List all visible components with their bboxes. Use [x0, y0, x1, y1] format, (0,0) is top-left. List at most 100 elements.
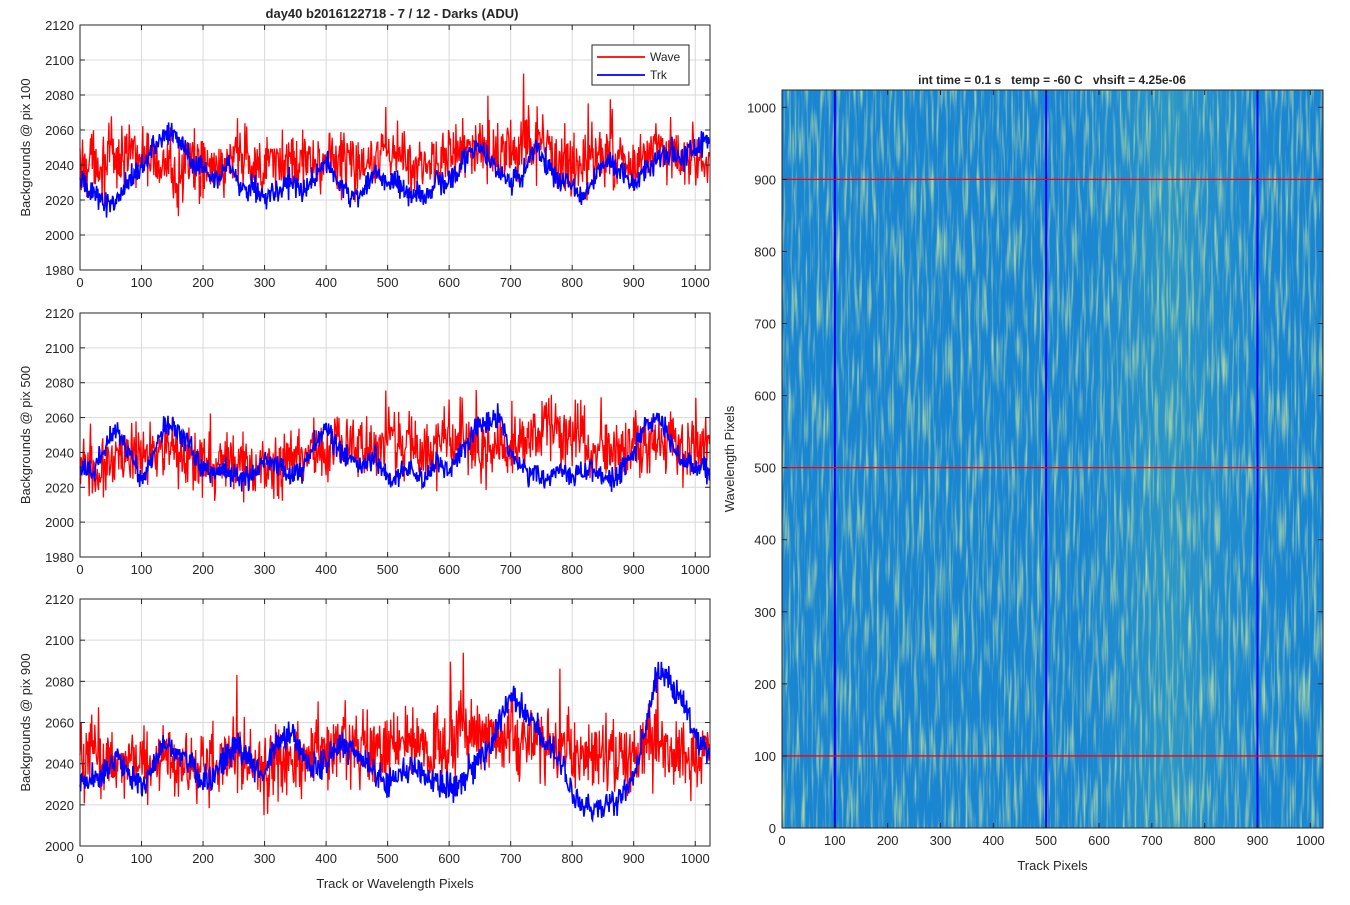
y-tick-label: 2100	[45, 341, 74, 356]
x-tick-label: 500	[377, 275, 399, 290]
x-tick-label: 600	[438, 275, 460, 290]
x-tick-label: 600	[438, 851, 460, 866]
axes-box-pix-500	[79, 312, 711, 558]
y-tick-label: 1980	[45, 263, 74, 278]
series-line-wave	[79, 389, 711, 503]
legend: Wave Trk	[591, 44, 690, 86]
heatmap-ylabel: Wavelength Pixels	[722, 405, 737, 512]
y-tick-label: 300	[754, 605, 776, 620]
x-tick-label: 1000	[1296, 833, 1325, 848]
x-tick-label: 200	[192, 562, 214, 577]
x-tick-label: 200	[877, 833, 899, 848]
x-tick-label: 1000	[681, 275, 710, 290]
figure-title: day40 b2016122718 - 7 / 12 - Darks (ADU)	[266, 6, 519, 21]
x-tick-label: 800	[561, 562, 583, 577]
xlabel-line-panels: Track or Wavelength Pixels	[316, 876, 474, 891]
heatmap-texture	[782, 90, 1323, 828]
y-tick-label: 1980	[45, 550, 74, 565]
x-tick-label: 100	[131, 851, 153, 866]
series-line-wave	[79, 652, 711, 816]
x-tick-label: 500	[1035, 833, 1057, 848]
x-tick-label: 400	[315, 851, 337, 866]
x-tick-label: 500	[377, 562, 399, 577]
x-tick-label: 1000	[681, 562, 710, 577]
x-tick-label: 0	[778, 833, 785, 848]
series-line-trk	[79, 122, 711, 218]
y-tick-label: 600	[754, 389, 776, 404]
y-tick-label: 2040	[45, 445, 74, 460]
y-tick-label: 2020	[45, 798, 74, 813]
y-tick-label: 800	[754, 244, 776, 259]
y-tick-label: 700	[754, 317, 776, 332]
y-tick-label: 2080	[45, 376, 74, 391]
x-tick-label: 800	[561, 275, 583, 290]
heatmap-axes-box	[781, 89, 1324, 829]
x-tick-label: 900	[623, 275, 645, 290]
x-tick-label: 900	[1247, 833, 1269, 848]
x-tick-label: 400	[315, 275, 337, 290]
line-panel-pix-900: 0 100 200 300 400 500 600 700 800 900 1000 2000 2020…	[18, 592, 711, 891]
x-tick-label: 400	[315, 562, 337, 577]
y-tick-label: 2020	[45, 480, 74, 495]
x-tick-label: 1000	[681, 851, 710, 866]
x-tick-label: 700	[500, 275, 522, 290]
y-tick-label: 400	[754, 533, 776, 548]
x-tick-label: 200	[192, 275, 214, 290]
x-tick-label: 400	[982, 833, 1004, 848]
y-tick-label: 2060	[45, 123, 74, 138]
y-tick-label: 500	[754, 461, 776, 476]
y-tick-label: 2000	[45, 515, 74, 530]
y-tick-label: 2020	[45, 193, 74, 208]
x-tick-label: 0	[76, 275, 83, 290]
y-tick-label: 2040	[45, 757, 74, 772]
y-tick-label: 2100	[45, 53, 74, 68]
x-tick-label: 300	[930, 833, 952, 848]
y-tick-label: 2120	[45, 592, 74, 607]
x-tick-label: 600	[1088, 833, 1110, 848]
x-tick-label: 100	[824, 833, 846, 848]
y-tick-label: 2000	[45, 228, 74, 243]
ylabel-pix-100: Backgrounds @ pix 100	[18, 78, 33, 216]
y-tick-label: 2080	[45, 88, 74, 103]
series-line-wave	[79, 73, 711, 217]
legend-box	[591, 44, 690, 86]
y-tick-label: 1000	[747, 100, 776, 115]
y-tick-label: 2040	[45, 158, 74, 173]
x-tick-label: 0	[76, 562, 83, 577]
x-tick-label: 700	[1141, 833, 1163, 848]
y-tick-label: 2060	[45, 411, 74, 426]
series-line-trk	[79, 661, 711, 824]
heatmap-ticks: 0 100 200 300 400 500 600 700 800 900 1000 0 100 200 3…	[747, 90, 1325, 848]
x-tick-label: 200	[192, 851, 214, 866]
line-panel-pix-500: 0 100 200 300 400 500 600 700 800 900 1000 1980 2000…	[18, 306, 711, 577]
x-tick-label: 300	[254, 562, 276, 577]
legend-label-trk: Trk	[650, 68, 668, 82]
y-tick-label: 900	[754, 172, 776, 187]
y-tick-label: 100	[754, 749, 776, 764]
ylabel-pix-500: Backgrounds @ pix 500	[18, 366, 33, 504]
x-tick-label: 800	[561, 851, 583, 866]
series-group-pix-500	[79, 389, 711, 503]
y-tick-label: 0	[769, 821, 776, 836]
legend-label-wave: Wave	[650, 50, 681, 64]
x-tick-label: 300	[254, 851, 276, 866]
y-tick-label: 2100	[45, 633, 74, 648]
y-tick-label: 2120	[45, 306, 74, 321]
x-tick-label: 900	[623, 562, 645, 577]
axes-box-pix-100	[79, 24, 711, 271]
ylabel-pix-900: Backgrounds @ pix 900	[18, 653, 33, 791]
y-tick-label: 200	[754, 677, 776, 692]
y-tick-label: 2000	[45, 839, 74, 854]
ticks-pix-900: 0 100 200 300 400 500 600 700 800 900 1000 2000 2020…	[45, 592, 710, 866]
y-tick-label: 2080	[45, 674, 74, 689]
x-tick-label: 300	[254, 275, 276, 290]
y-tick-label: 2060	[45, 716, 74, 731]
x-tick-label: 700	[500, 851, 522, 866]
x-tick-label: 100	[131, 275, 153, 290]
series-group-pix-100	[79, 73, 711, 218]
heatmap-markers	[782, 90, 1323, 828]
x-tick-label: 800	[1194, 833, 1216, 848]
x-tick-label: 0	[76, 851, 83, 866]
